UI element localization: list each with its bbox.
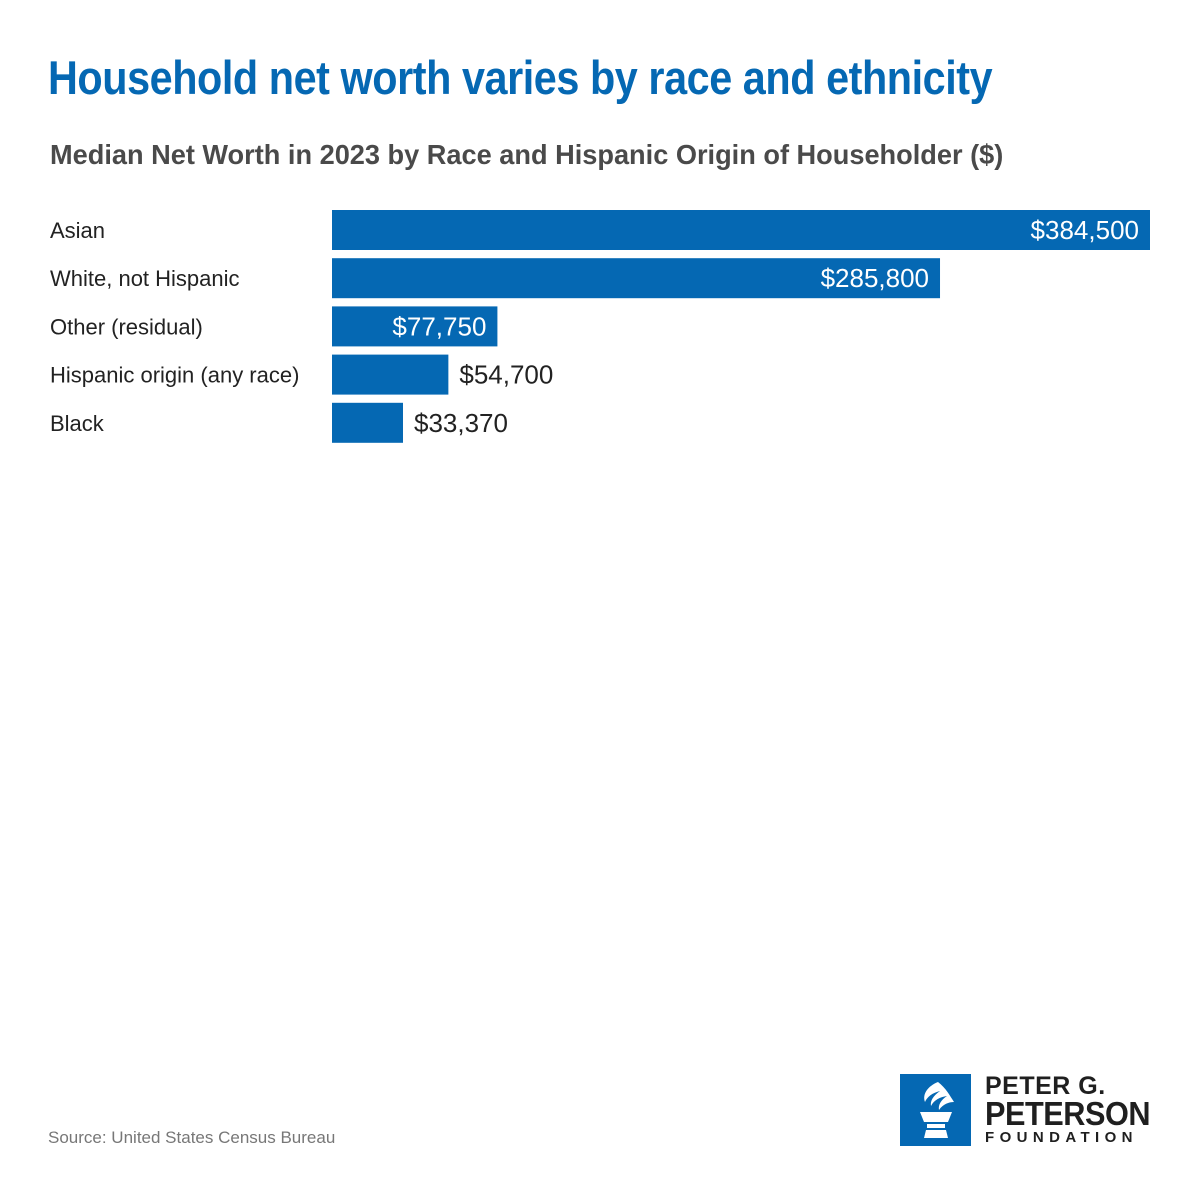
chart-title: Household net worth varies by race and e… bbox=[48, 51, 993, 104]
logo-line-2: PETERSON bbox=[985, 1095, 1151, 1132]
category-label: Black bbox=[50, 411, 105, 436]
bar bbox=[332, 258, 941, 299]
torch-icon bbox=[900, 1074, 971, 1146]
logo-line-3: FOUNDATION bbox=[985, 1129, 1138, 1146]
category-label: White, not Hispanic bbox=[50, 266, 240, 291]
value-label: $33,370 bbox=[414, 408, 508, 438]
logo-line-1: PETER G. bbox=[985, 1072, 1106, 1100]
value-label: $77,750 bbox=[392, 311, 486, 341]
bar bbox=[332, 306, 498, 347]
peterson-foundation-logo: PETER G. PETERSON FOUNDATION bbox=[900, 1074, 1163, 1146]
chart-subtitle: Median Net Worth in 2023 by Race and His… bbox=[50, 139, 1004, 170]
value-label: $285,800 bbox=[821, 263, 929, 293]
source-note: Source: United States Census Bureau bbox=[48, 1128, 336, 1147]
bar-chart: Asian $384,500 White, not Hispanic $285,800… bbox=[50, 210, 1150, 443]
bar bbox=[332, 402, 403, 443]
bar bbox=[332, 210, 1150, 250]
bar bbox=[332, 354, 449, 395]
category-label: Other (residual) bbox=[50, 314, 203, 339]
value-label: $384,500 bbox=[1031, 215, 1139, 245]
category-label: Asian bbox=[50, 218, 105, 243]
value-label: $54,700 bbox=[459, 360, 553, 390]
category-label: Hispanic origin (any race) bbox=[50, 363, 299, 388]
